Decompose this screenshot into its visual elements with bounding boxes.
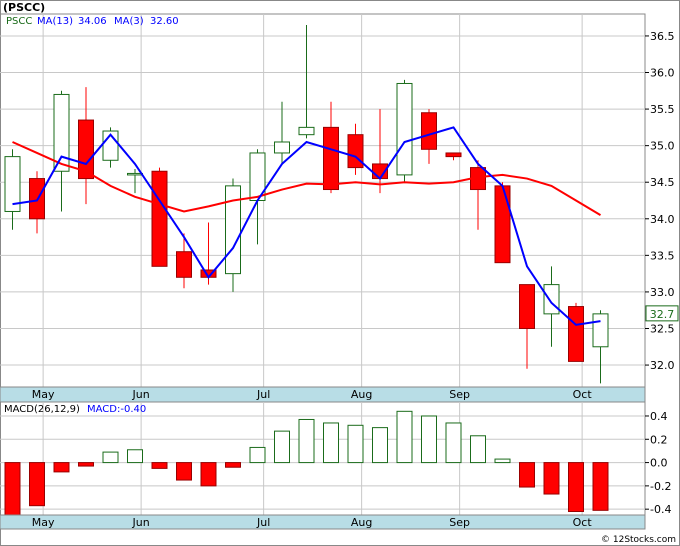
macd-y-tick-label: -0.2 — [650, 480, 671, 493]
current-price-marker: 32.7 — [645, 305, 679, 322]
candle-body — [274, 141, 290, 154]
macd-bars — [4, 410, 609, 516]
macd-y-tick-label: 0.4 — [650, 410, 668, 423]
month-label: Aug — [351, 388, 372, 401]
macd-legend-label: MACD(26,12,9) — [4, 404, 80, 415]
macd-bar — [53, 462, 70, 473]
candle-body — [78, 119, 94, 180]
price-y-tick-label: 34.5 — [650, 176, 675, 189]
macd-bar — [225, 462, 241, 468]
price-y-tick-label: 33.5 — [650, 249, 675, 262]
macd-bar — [4, 462, 21, 516]
macd-bar — [249, 446, 266, 464]
candle-body — [127, 172, 143, 176]
month-label: Sep — [449, 516, 470, 529]
price-month-band — [0, 386, 646, 403]
candle-body — [592, 313, 609, 348]
macd-bar — [323, 422, 339, 464]
legend-ma13-value: 34.06 — [78, 16, 107, 27]
macd-bar — [470, 435, 486, 464]
price-y-tick-label: 32.5 — [650, 322, 675, 335]
ma13-line — [12, 141, 602, 216]
macd-month-band — [0, 514, 646, 530]
month-label: Jun — [132, 516, 150, 529]
macd-bar — [151, 462, 168, 469]
credit-label: © 12Stocks.com — [601, 535, 676, 545]
price-month-labels: May Jun Jul Aug Sep Oct — [32, 388, 593, 401]
price-y-tick-label: 36.5 — [650, 30, 675, 43]
macd-bar — [396, 410, 413, 464]
macd-bar — [347, 424, 364, 464]
current-price-box — [645, 305, 679, 322]
candle-body — [151, 170, 168, 267]
candle-body — [543, 284, 560, 315]
candle-body — [568, 306, 584, 362]
legend-symbol: PSCC — [6, 16, 32, 27]
macd-legend: MACD(26,12,9) MACD:-0.40 — [4, 404, 146, 415]
current-price-label: 32.7 — [650, 308, 675, 321]
month-label: Sep — [449, 388, 470, 401]
candle-body — [396, 82, 413, 176]
price-y-tick-label: 36.0 — [650, 67, 675, 80]
month-label: Oct — [573, 388, 593, 401]
chart-title: (PSCC) — [3, 1, 45, 14]
macd-bar — [127, 449, 143, 464]
candle-body — [494, 185, 511, 264]
candle-body — [176, 251, 192, 278]
macd-bar — [274, 430, 290, 464]
ma3-line — [12, 126, 601, 326]
candle-body — [445, 152, 462, 158]
macd-bar — [78, 462, 94, 467]
candle-body — [421, 112, 437, 150]
price-y-axis: 32.0 32.5 33.0 33.5 34.0 34.5 35.0 35.5 36.0 36.5 — [645, 30, 675, 372]
macd-legend-value: MACD:-0.40 — [87, 404, 146, 415]
macd-y-tick-label: 0.0 — [650, 457, 668, 470]
price-y-tick-label: 33.0 — [650, 286, 675, 299]
month-label: May — [32, 388, 55, 401]
macd-bar — [29, 462, 45, 507]
price-y-tick-label: 34.0 — [650, 213, 675, 226]
legend-ma3-value: 32.60 — [150, 16, 179, 27]
macd-month-labels: May Jun Jul Aug Sep Oct — [32, 516, 593, 529]
macd-bar — [592, 462, 609, 511]
month-label: Jul — [256, 388, 270, 401]
candle-body — [323, 126, 339, 191]
macd-bar — [494, 458, 511, 464]
macd-bar — [519, 462, 535, 488]
price-y-tick-label: 35.5 — [650, 103, 675, 116]
legend-ma13-label: MA(13) — [37, 16, 73, 27]
macd-bar — [298, 418, 315, 464]
month-label: Aug — [351, 516, 372, 529]
macd-y-axis: 0.4 0.2 0.0 -0.2 -0.4 — [645, 410, 671, 516]
macd-y-tick-label: -0.4 — [650, 503, 671, 516]
candle-body — [53, 93, 70, 172]
macd-bar — [568, 462, 584, 513]
macd-bar — [176, 462, 192, 481]
macd-bar — [372, 427, 388, 464]
month-label: May — [32, 516, 55, 529]
candle-body — [4, 156, 21, 212]
price-y-tick-label: 32.0 — [650, 359, 675, 372]
macd-y-tick-label: 0.2 — [650, 433, 668, 446]
candle-body — [298, 126, 315, 136]
macd-bar — [102, 451, 119, 464]
price-y-tick-label: 35.0 — [650, 140, 675, 153]
month-label: Jun — [132, 388, 150, 401]
macd-bar — [543, 462, 560, 495]
price-legend: PSCC MA(13) 34.06 MA(3) 32.60 — [6, 16, 179, 27]
candle-body — [519, 284, 535, 329]
month-label: Oct — [573, 516, 593, 529]
macd-bar — [421, 415, 437, 464]
macd-bar — [200, 462, 217, 487]
macd-bar — [445, 422, 462, 464]
month-label: Jul — [256, 516, 270, 529]
legend-ma3-label: MA(3) — [114, 16, 144, 27]
